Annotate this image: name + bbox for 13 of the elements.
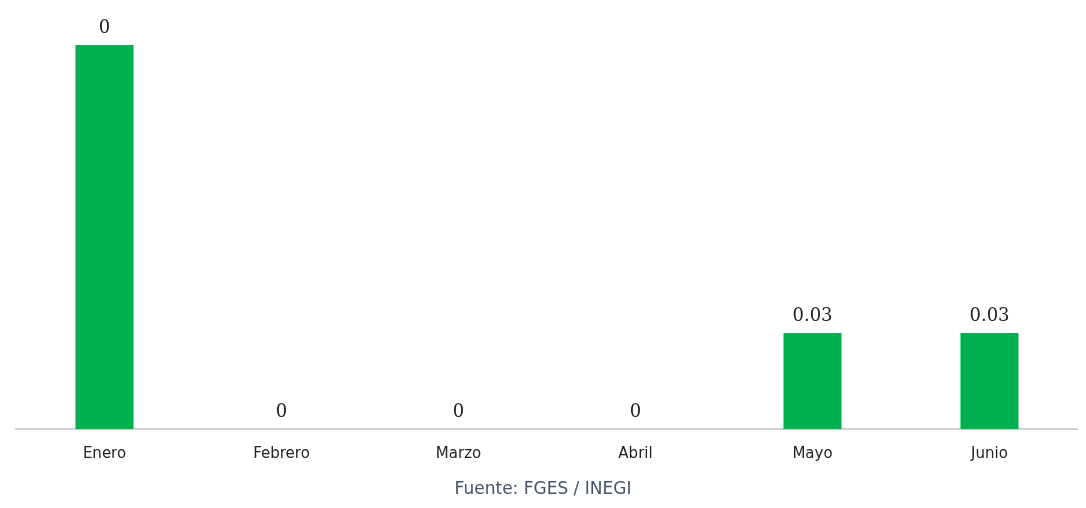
x-tick-label: Enero: [82, 443, 127, 462]
data-label: 0: [275, 399, 288, 421]
data-label: 0.03: [969, 303, 1010, 325]
x-tick-label: Mayo: [792, 443, 833, 462]
data-label: 0: [452, 399, 465, 421]
x-tick-label: Marzo: [435, 443, 482, 462]
source-note: Fuente: FGES / INEGI: [454, 477, 632, 498]
x-tick-label: Febrero: [253, 443, 310, 462]
data-label: 0: [629, 399, 642, 421]
x-tick-label: Junio: [970, 443, 1008, 462]
x-tick-label: Abril: [618, 443, 653, 462]
data-label: 0.03: [792, 303, 833, 325]
data-label: 0: [98, 15, 111, 37]
